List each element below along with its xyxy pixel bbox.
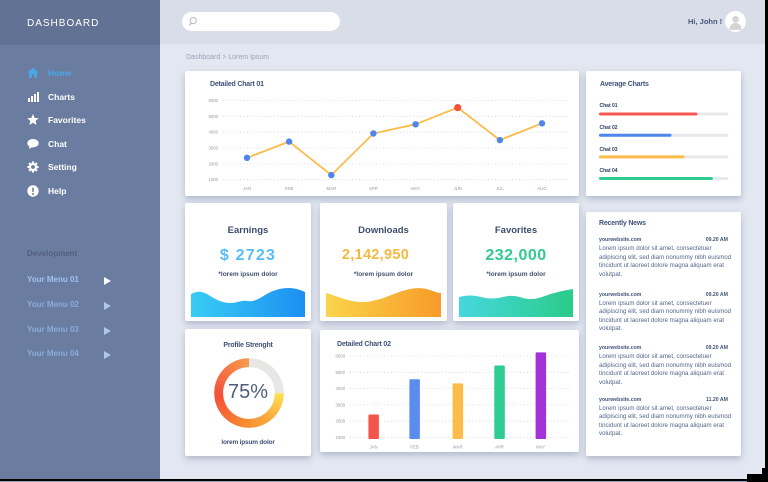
- svg-text:MAY: MAY: [411, 186, 420, 191]
- svg-text:1000: 1000: [335, 435, 345, 440]
- svg-text:Chat 04: Chat 04: [600, 168, 618, 174]
- svg-text:MAR: MAR: [453, 445, 463, 450]
- svg-text:MAY: MAY: [536, 445, 545, 450]
- svg-text:JUL: JUL: [496, 186, 504, 191]
- svg-text:5000: 5000: [335, 370, 345, 375]
- svg-text:Chat 01: Chat 01: [600, 103, 618, 109]
- svg-text:JAN: JAN: [243, 186, 251, 191]
- svg-text:4000: 4000: [335, 386, 345, 391]
- svg-text:Chat 03: Chat 03: [600, 147, 618, 153]
- svg-text:APR: APR: [495, 445, 504, 450]
- svg-text:6000: 6000: [335, 354, 345, 359]
- svg-text:MAR: MAR: [327, 186, 337, 191]
- svg-text:4000: 4000: [208, 130, 218, 135]
- svg-text:5000: 5000: [208, 114, 218, 119]
- svg-text:Chat 02: Chat 02: [600, 125, 618, 131]
- svg-text:APR: APR: [369, 186, 378, 191]
- svg-text:FEB: FEB: [285, 186, 293, 191]
- svg-text:6000: 6000: [208, 98, 218, 103]
- svg-text:2000: 2000: [335, 419, 345, 424]
- svg-text:FEB: FEB: [410, 445, 418, 450]
- svg-text:2000: 2000: [208, 161, 218, 166]
- svg-text:JUN: JUN: [454, 186, 462, 191]
- svg-text:AUG: AUG: [537, 186, 547, 191]
- svg-text:1000: 1000: [208, 177, 218, 182]
- svg-text:3000: 3000: [335, 402, 345, 407]
- svg-text:3000: 3000: [208, 146, 218, 151]
- svg-text:JAN: JAN: [370, 445, 378, 450]
